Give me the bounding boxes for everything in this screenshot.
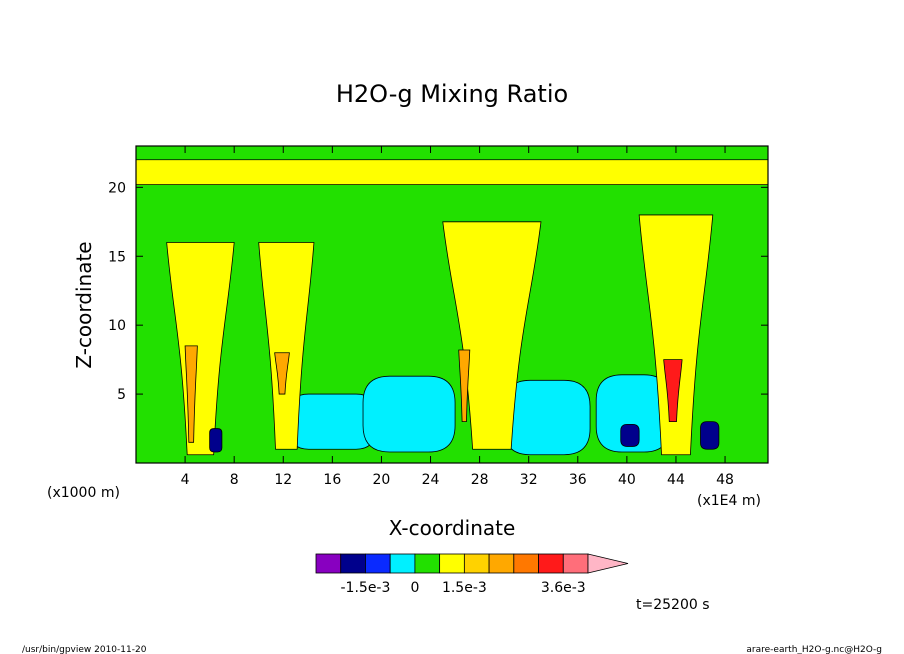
y-tick-label: 15 [108, 249, 126, 265]
x-tick-label: 36 [569, 472, 587, 488]
contour-red-core-12 [663, 359, 683, 423]
y-axis: 5 10 15 20 [108, 180, 768, 403]
contour-cyan-region-2 [503, 379, 591, 456]
x-tick-label: 12 [274, 472, 292, 488]
colorbar: -1.5e-3 0 1.5e-3 3.6e-3 [315, 553, 629, 596]
footer-left: /usr/bin/gpview 2010-11-20 [22, 645, 147, 654]
colorbar-swatch [463, 553, 490, 574]
contour-navy-blob-13 [209, 428, 223, 453]
colorbar-swatch [389, 553, 416, 574]
x-tick-label: 44 [667, 472, 685, 488]
contour-yellow-band-8 [136, 159, 768, 185]
colorbar-label: 0 [410, 580, 419, 596]
contour-yellow-plume-7 [638, 214, 714, 456]
x-tick-label: 4 [181, 472, 190, 488]
colorbar-label: 1.5e-3 [442, 580, 487, 596]
y-axis-label: Z-coordinate [72, 241, 96, 368]
colorbar-swatch [538, 553, 564, 574]
contour-orange-core-11 [458, 349, 471, 423]
x-unit-left: (x1000 m) [47, 485, 120, 501]
plot-frame [135, 145, 769, 464]
x-tick-label: 8 [230, 472, 239, 488]
x-tick-label: 16 [323, 472, 341, 488]
x-axis-label: X-coordinate [389, 516, 516, 540]
contour-yellow-plume-6 [442, 221, 542, 450]
colorbar-swatch [315, 553, 342, 574]
y-tick-label: 10 [108, 318, 126, 334]
plot-area [136, 146, 768, 463]
x-tick-label: 32 [520, 472, 538, 488]
colorbar-swatch [513, 553, 539, 574]
contour-cyan-region-0 [288, 393, 376, 450]
contour-orange-core-9 [184, 345, 198, 443]
x-tick-label: 24 [422, 472, 440, 488]
x-tick-label: 48 [716, 472, 734, 488]
chart-title: H2O-g Mixing Ratio [336, 80, 568, 108]
x-tick-label: 40 [618, 472, 636, 488]
contour-cyan-region-1 [362, 375, 456, 453]
time-label: t=25200 s [636, 597, 710, 613]
colorbar-swatch [562, 553, 589, 574]
colorbar-swatch [365, 553, 391, 574]
colorbar-swatch [439, 553, 465, 574]
x-tick-label: 28 [471, 472, 489, 488]
contour-yellow-plume-4 [166, 242, 235, 456]
colorbar-swatch [488, 553, 515, 574]
colorbar-label: -1.5e-3 [341, 580, 391, 596]
contour-yellow-plume-5 [258, 242, 315, 450]
contour-orange-core-10 [274, 352, 290, 395]
contour-navy-blob-14 [620, 424, 640, 447]
x-axis: 4 8 12 16 20 24 28 32 36 40 44 48 [181, 146, 734, 488]
colorbar-swatch [340, 553, 366, 574]
y-tick-label: 5 [117, 387, 126, 403]
colorbar-arrow [587, 553, 629, 574]
colorbar-label: 3.6e-3 [541, 580, 586, 596]
colorbar-swatch [414, 553, 441, 574]
footer-right: arare-earth_H2O-g.nc@H2O-g [746, 645, 882, 654]
contour-navy-blob-15 [700, 421, 720, 450]
y-tick-label: 20 [108, 180, 126, 196]
x-tick-label: 20 [373, 472, 391, 488]
x-unit-right: (x1E4 m) [697, 493, 761, 509]
